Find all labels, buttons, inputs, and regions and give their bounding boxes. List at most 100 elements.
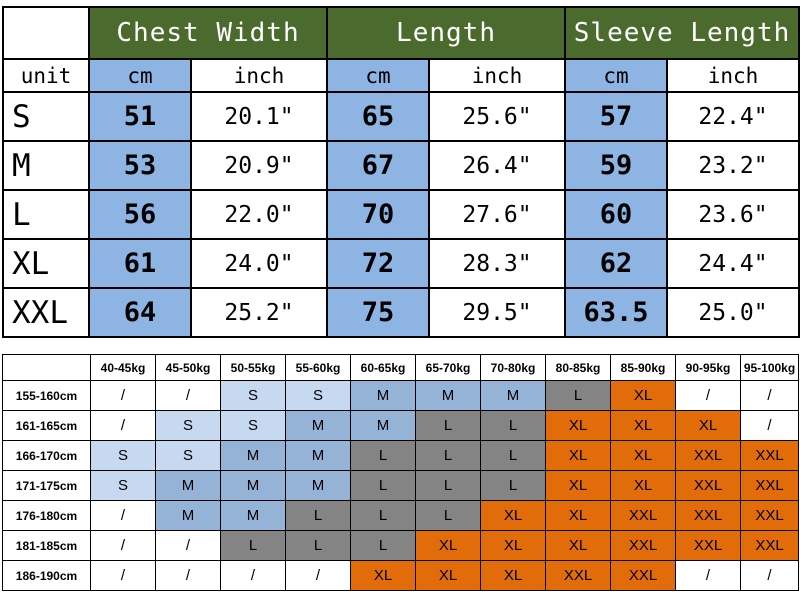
recommended-size-cell: XXL [675,440,741,471]
recommended-size-cell: XL [480,530,546,561]
inch-header: inch [427,58,567,93]
recommended-size-cell: S [90,470,156,501]
recommended-size-cell: XXL [675,500,741,531]
height-range-label: 186-190cm [2,560,91,591]
size-label: XXL [2,287,90,338]
size-table-row: XXL 64 25.2" 75 29.5" 63.5 25.0" [2,287,800,338]
recommended-size-cell: S [155,440,221,471]
height-range-label: 176-180cm [2,500,91,531]
recommended-size-cell: XXL [675,530,741,561]
weight-range-header: 70-80kg [480,354,546,381]
recommended-size-cell: M [285,470,351,501]
recommended-size-cell: XL [415,530,481,561]
inch-value-cell: 22.0" [190,189,328,240]
cm-value-cell: 75 [326,287,430,338]
recommended-size-cell: S [155,410,221,441]
height-weight-fit-table: 40-45kg 45-50kg 50-55kg 55-60kg 60-65kg 65-70… [2,354,799,591]
recommended-size-cell: XXL [740,440,799,471]
cm-value-cell: 60 [564,189,669,240]
size-label: XL [2,238,90,289]
inch-value-cell: 24.4" [666,238,800,289]
cm-header: cm [88,58,192,93]
weight-range-header: 40-45kg [90,354,156,381]
unit-label: unit [2,58,90,93]
group-header-chest-width: Chest Width [88,6,328,60]
recommended-size-cell: XL [675,410,741,441]
inch-value-cell: 27.6" [427,189,567,240]
fit-table-body: 155-160cm / / S S M M M L XL //161-165cm / S S M M L L XL X… [2,380,799,591]
recommended-size-cell: XL [480,560,546,591]
inch-value-cell: 26.4" [427,140,567,191]
recommended-size-cell: S [220,380,286,411]
inch-header: inch [666,58,800,93]
inch-value-cell: 25.6" [427,91,567,142]
recommended-size-cell: L [415,470,481,501]
recommended-size-cell: M [220,470,286,501]
recommended-size-cell: / [90,380,156,411]
recommended-size-cell: XXL [740,500,799,531]
inch-value-cell: 23.2" [666,140,800,191]
recommended-size-cell: / [90,410,156,441]
recommended-size-cell: L [350,470,416,501]
cm-value-cell: 64 [88,287,192,338]
cm-value-cell: 51 [88,91,192,142]
weight-range-header: 55-60kg [285,354,351,381]
cm-value-cell: 53 [88,140,192,191]
recommended-size-cell: XL [415,560,481,591]
inch-value-cell: 20.9" [190,140,328,191]
recommended-size-cell: XL [610,380,676,411]
size-table-row: S 51 20.1" 65 25.6" 57 22.4" [2,91,800,142]
recommended-size-cell: XXL [545,560,611,591]
inch-value-cell: 23.6" [666,189,800,240]
fit-table-row: 155-160cm / / S S M M M L XL / / [2,380,799,411]
recommended-size-cell: / [155,530,221,561]
cm-value-cell: 72 [326,238,430,289]
recommended-size-cell: L [480,440,546,471]
weight-range-header: 45-50kg [155,354,221,381]
group-header-row: Chest Width Length Sleeve Length [2,6,800,60]
fit-corner-cell [2,354,91,381]
cm-value-cell: 70 [326,189,430,240]
recommended-size-cell: S [90,440,156,471]
height-range-label: 171-175cm [2,470,91,501]
recommended-size-cell: L [285,530,351,561]
height-range-label: 161-165cm [2,410,91,441]
recommended-size-cell: L [350,500,416,531]
recommended-size-cell: M [285,410,351,441]
group-header-sleeve-length: Sleeve Length [564,6,800,60]
recommended-size-cell: / [90,560,156,591]
recommended-size-cell: M [350,410,416,441]
recommended-size-cell: / [675,380,741,411]
recommended-size-cell: L [415,410,481,441]
size-table-body: S 51 20.1" 65 25.6" 57 22.4" M 53 20.9" 67 26.4" 59 2… [2,91,800,338]
size-table-row: XL 61 24.0" 72 28.3" 62 24.4" [2,238,800,289]
weight-header-row: 40-45kg 45-50kg 50-55kg 55-60kg 60-65kg 65-70… [2,354,799,381]
cm-value-cell: 56 [88,189,192,240]
recommended-size-cell: XXL [675,470,741,501]
recommended-size-cell: M [350,380,416,411]
cm-value-cell: 57 [564,91,669,142]
size-label: M [2,140,90,191]
cm-value-cell: 67 [326,140,430,191]
size-table-row: L 56 22.0" 70 27.6" 60 23.6" [2,189,800,240]
height-range-label: 155-160cm [2,380,91,411]
recommended-size-cell: / [90,530,156,561]
cm-value-cell: 65 [326,91,430,142]
recommended-size-cell: L [480,410,546,441]
weight-range-header: 60-65kg [350,354,416,381]
inch-value-cell: 25.2" [190,287,328,338]
recommended-size-cell: XL [610,410,676,441]
size-table-row: M 53 20.9" 67 26.4" 59 23.2" [2,140,800,191]
recommended-size-cell: / [155,560,221,591]
recommended-size-cell: L [350,530,416,561]
recommended-size-cell: M [285,440,351,471]
fit-table-row: 186-190cm / / / / XL XL XL XXL XXL / / [2,560,799,591]
weight-range-header: 50-55kg [220,354,286,381]
inch-value-cell: 22.4" [666,91,800,142]
recommended-size-cell: M [220,440,286,471]
recommended-size-cell: S [220,410,286,441]
recommended-size-cell: M [155,470,221,501]
recommended-size-cell: L [415,440,481,471]
size-label: L [2,189,90,240]
